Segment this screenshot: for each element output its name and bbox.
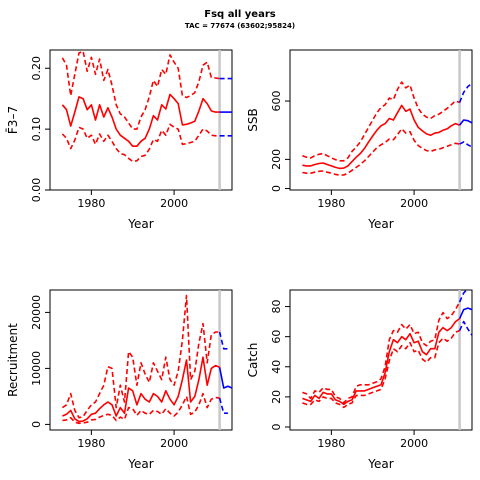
figure-subtitle: TAC = 77674 (63602;95824) bbox=[184, 22, 296, 30]
y-tick-label: 0.10 bbox=[30, 117, 43, 142]
y-tick-label: 200 bbox=[270, 149, 283, 170]
plot-frame bbox=[49, 289, 233, 431]
x-tick-label: 1980 bbox=[77, 437, 105, 450]
figure-title: Fsq all years bbox=[204, 9, 276, 20]
x-tick-label: 1980 bbox=[317, 197, 345, 210]
estimate-dashed-line-2 bbox=[302, 128, 460, 176]
x-axis-label: Year bbox=[127, 217, 153, 231]
estimate-dashed-line-1 bbox=[302, 301, 461, 404]
y-tick-label: 0.00 bbox=[30, 178, 43, 203]
y-tick-label: 10000 bbox=[30, 351, 43, 386]
y-tick-label: 40 bbox=[270, 360, 283, 374]
x-tick-label: 2000 bbox=[160, 197, 188, 210]
x-axis-label: Year bbox=[127, 457, 153, 471]
estimate-dashed-line-2 bbox=[61, 123, 220, 163]
x-axis-label: Year bbox=[367, 217, 393, 231]
estimate-dashed-line-1 bbox=[302, 81, 460, 162]
estimate-dashed-line-1 bbox=[61, 294, 220, 419]
plot-frame bbox=[289, 289, 473, 431]
estimate-solid-line-0 bbox=[62, 356, 220, 423]
forecast-dashed-line-4 bbox=[458, 290, 468, 303]
series-group bbox=[61, 294, 232, 425]
forecast-dashed-line-4 bbox=[218, 331, 228, 350]
x-axis-label: Year bbox=[367, 457, 393, 471]
forecast-solid-line-3 bbox=[458, 307, 472, 319]
forecast-dashed-line-4 bbox=[458, 82, 472, 103]
y-axis-label: Recruitment bbox=[6, 323, 20, 397]
x-tick-label: 1980 bbox=[77, 197, 105, 210]
y-tick-label: 80 bbox=[270, 300, 283, 314]
estimate-solid-line-0 bbox=[61, 93, 220, 147]
forecast-dashed-line-5 bbox=[458, 320, 472, 336]
forecast-dashed-line-5 bbox=[218, 397, 228, 414]
series-group bbox=[302, 290, 472, 409]
estimate-solid-line-0 bbox=[302, 104, 460, 170]
x-tick-label: 2000 bbox=[160, 437, 188, 450]
y-tick-label: 0 bbox=[30, 421, 43, 428]
y-tick-label: 0 bbox=[270, 423, 283, 430]
plot-frame bbox=[49, 49, 233, 191]
y-axis-label: F̄3–7 bbox=[6, 106, 20, 134]
estimate-solid-line-0 bbox=[302, 317, 461, 406]
y-tick-label: 20 bbox=[270, 390, 283, 404]
x-tick-label: 2000 bbox=[400, 437, 428, 450]
y-tick-label: 0.20 bbox=[30, 56, 43, 81]
estimate-dashed-line-1 bbox=[61, 50, 220, 130]
plot-frame bbox=[289, 49, 473, 191]
forecast-solid-line-3 bbox=[458, 119, 472, 126]
series-group bbox=[61, 50, 232, 163]
y-tick-label: 600 bbox=[270, 91, 283, 112]
chart-panel-fbar: 1980 2000 0.00 0.10 0.20 Year F̄3–7 bbox=[6, 49, 233, 231]
y-tick-label: 60 bbox=[270, 330, 283, 344]
y-axis-label: SSB bbox=[246, 108, 260, 131]
x-tick-label: 2000 bbox=[400, 197, 428, 210]
forecast-dashed-line-5 bbox=[459, 141, 472, 148]
chart-panel-catch: 1980 2000 0 20 40 60 80 Year Catch bbox=[246, 289, 473, 471]
series-group bbox=[302, 81, 472, 176]
y-tick-label: 0 bbox=[270, 185, 283, 192]
chart-panel-ssb: 1980 2000 0 200 600 Year SSB bbox=[246, 49, 473, 231]
forecast-solid-line-3 bbox=[218, 367, 232, 389]
x-tick-label: 1980 bbox=[317, 437, 345, 450]
y-axis-label: Catch bbox=[246, 343, 260, 378]
y-tick-label: 20000 bbox=[30, 295, 43, 330]
